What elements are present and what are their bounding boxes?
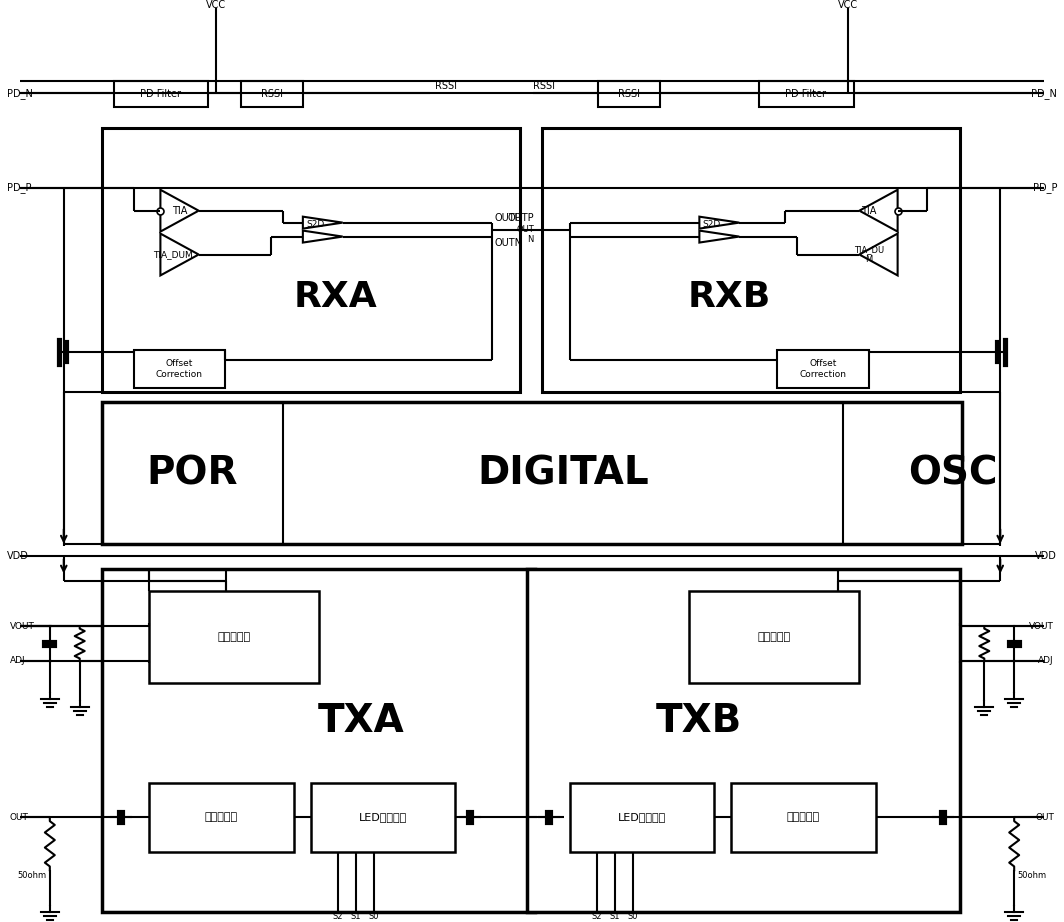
Text: S0: S0	[628, 912, 638, 920]
Polygon shape	[860, 190, 898, 231]
Text: 50ohm: 50ohm	[1017, 870, 1047, 880]
Text: PD Filter: PD Filter	[139, 89, 181, 100]
Bar	[570, 783, 714, 852]
Polygon shape	[161, 190, 199, 231]
Text: VDD: VDD	[1035, 551, 1057, 561]
Text: S2: S2	[332, 912, 343, 920]
Text: RSSI: RSSI	[261, 89, 283, 100]
Text: OUT: OUT	[10, 813, 29, 822]
Bar	[149, 591, 319, 683]
Text: Offset
Correction: Offset Correction	[799, 360, 846, 379]
Bar	[149, 783, 294, 852]
Text: VDD: VDD	[7, 551, 29, 561]
Text: VCC: VCC	[837, 0, 858, 10]
Polygon shape	[699, 230, 739, 242]
Polygon shape	[860, 233, 898, 276]
Text: TXA: TXA	[317, 702, 404, 739]
Text: RXB: RXB	[687, 280, 771, 314]
Text: PD_P: PD_P	[1032, 183, 1057, 194]
Text: LED驱动电路: LED驱动电路	[617, 812, 666, 822]
Bar	[311, 783, 455, 852]
Text: 可调电压源: 可调电压源	[758, 632, 791, 642]
Text: OUTN: OUTN	[494, 238, 522, 248]
Bar	[102, 569, 535, 912]
Text: VCC: VCC	[206, 0, 227, 10]
Text: RSSI: RSSI	[435, 81, 458, 91]
Bar	[777, 350, 868, 388]
Text: TIA_DU
M: TIA_DU M	[853, 245, 884, 265]
Text: RSSI: RSSI	[617, 89, 639, 100]
Text: POR: POR	[147, 455, 238, 492]
Text: OUT
N: OUT N	[516, 225, 534, 244]
Text: Offset
Correction: Offset Correction	[155, 360, 203, 379]
Text: 可调电压源: 可调电压源	[217, 632, 251, 642]
Text: VOUT: VOUT	[1029, 621, 1054, 631]
Text: DIGITAL: DIGITAL	[477, 455, 649, 492]
Bar	[242, 81, 303, 107]
Text: RXA: RXA	[294, 280, 378, 314]
Text: S1: S1	[610, 912, 620, 920]
Text: 50ohm: 50ohm	[17, 870, 47, 880]
Bar	[133, 350, 226, 388]
Text: 源极跟随器: 源极跟随器	[204, 812, 237, 822]
Bar	[689, 591, 859, 683]
Polygon shape	[303, 230, 343, 242]
Text: OSC: OSC	[908, 455, 997, 492]
Text: 源极跟随器: 源极跟随器	[786, 812, 819, 822]
Text: TXB: TXB	[656, 702, 743, 739]
Bar	[598, 81, 660, 107]
Polygon shape	[699, 217, 739, 229]
Text: S1: S1	[350, 912, 361, 920]
Text: ADJ: ADJ	[10, 656, 26, 666]
Text: TIA: TIA	[861, 206, 877, 216]
Polygon shape	[161, 233, 199, 276]
Text: S2D: S2D	[702, 220, 720, 230]
Text: TIA_DUM: TIA_DUM	[153, 250, 194, 259]
Bar	[102, 402, 962, 544]
Text: TIA: TIA	[171, 206, 187, 216]
Text: PD_N: PD_N	[1031, 88, 1057, 99]
Bar	[759, 81, 853, 107]
Text: OUTP: OUTP	[508, 213, 534, 222]
Text: VOUT: VOUT	[10, 621, 35, 631]
Text: S0: S0	[368, 912, 379, 920]
Text: S2D: S2D	[306, 220, 325, 230]
Bar	[527, 569, 961, 912]
Bar	[114, 81, 209, 107]
Bar	[102, 128, 520, 392]
Text: PD_N: PD_N	[7, 88, 33, 99]
Text: OUTP: OUTP	[494, 213, 520, 222]
Bar	[542, 128, 961, 392]
Text: PD Filter: PD Filter	[785, 89, 827, 100]
Text: ADJ: ADJ	[1038, 656, 1054, 666]
Text: RSSI: RSSI	[533, 81, 555, 91]
Text: OUT: OUT	[1035, 813, 1054, 822]
Text: LED驱动电路: LED驱动电路	[359, 812, 406, 822]
Text: PD_P: PD_P	[7, 183, 32, 194]
Text: S2: S2	[592, 912, 602, 920]
Polygon shape	[303, 217, 343, 229]
Bar	[731, 783, 876, 852]
